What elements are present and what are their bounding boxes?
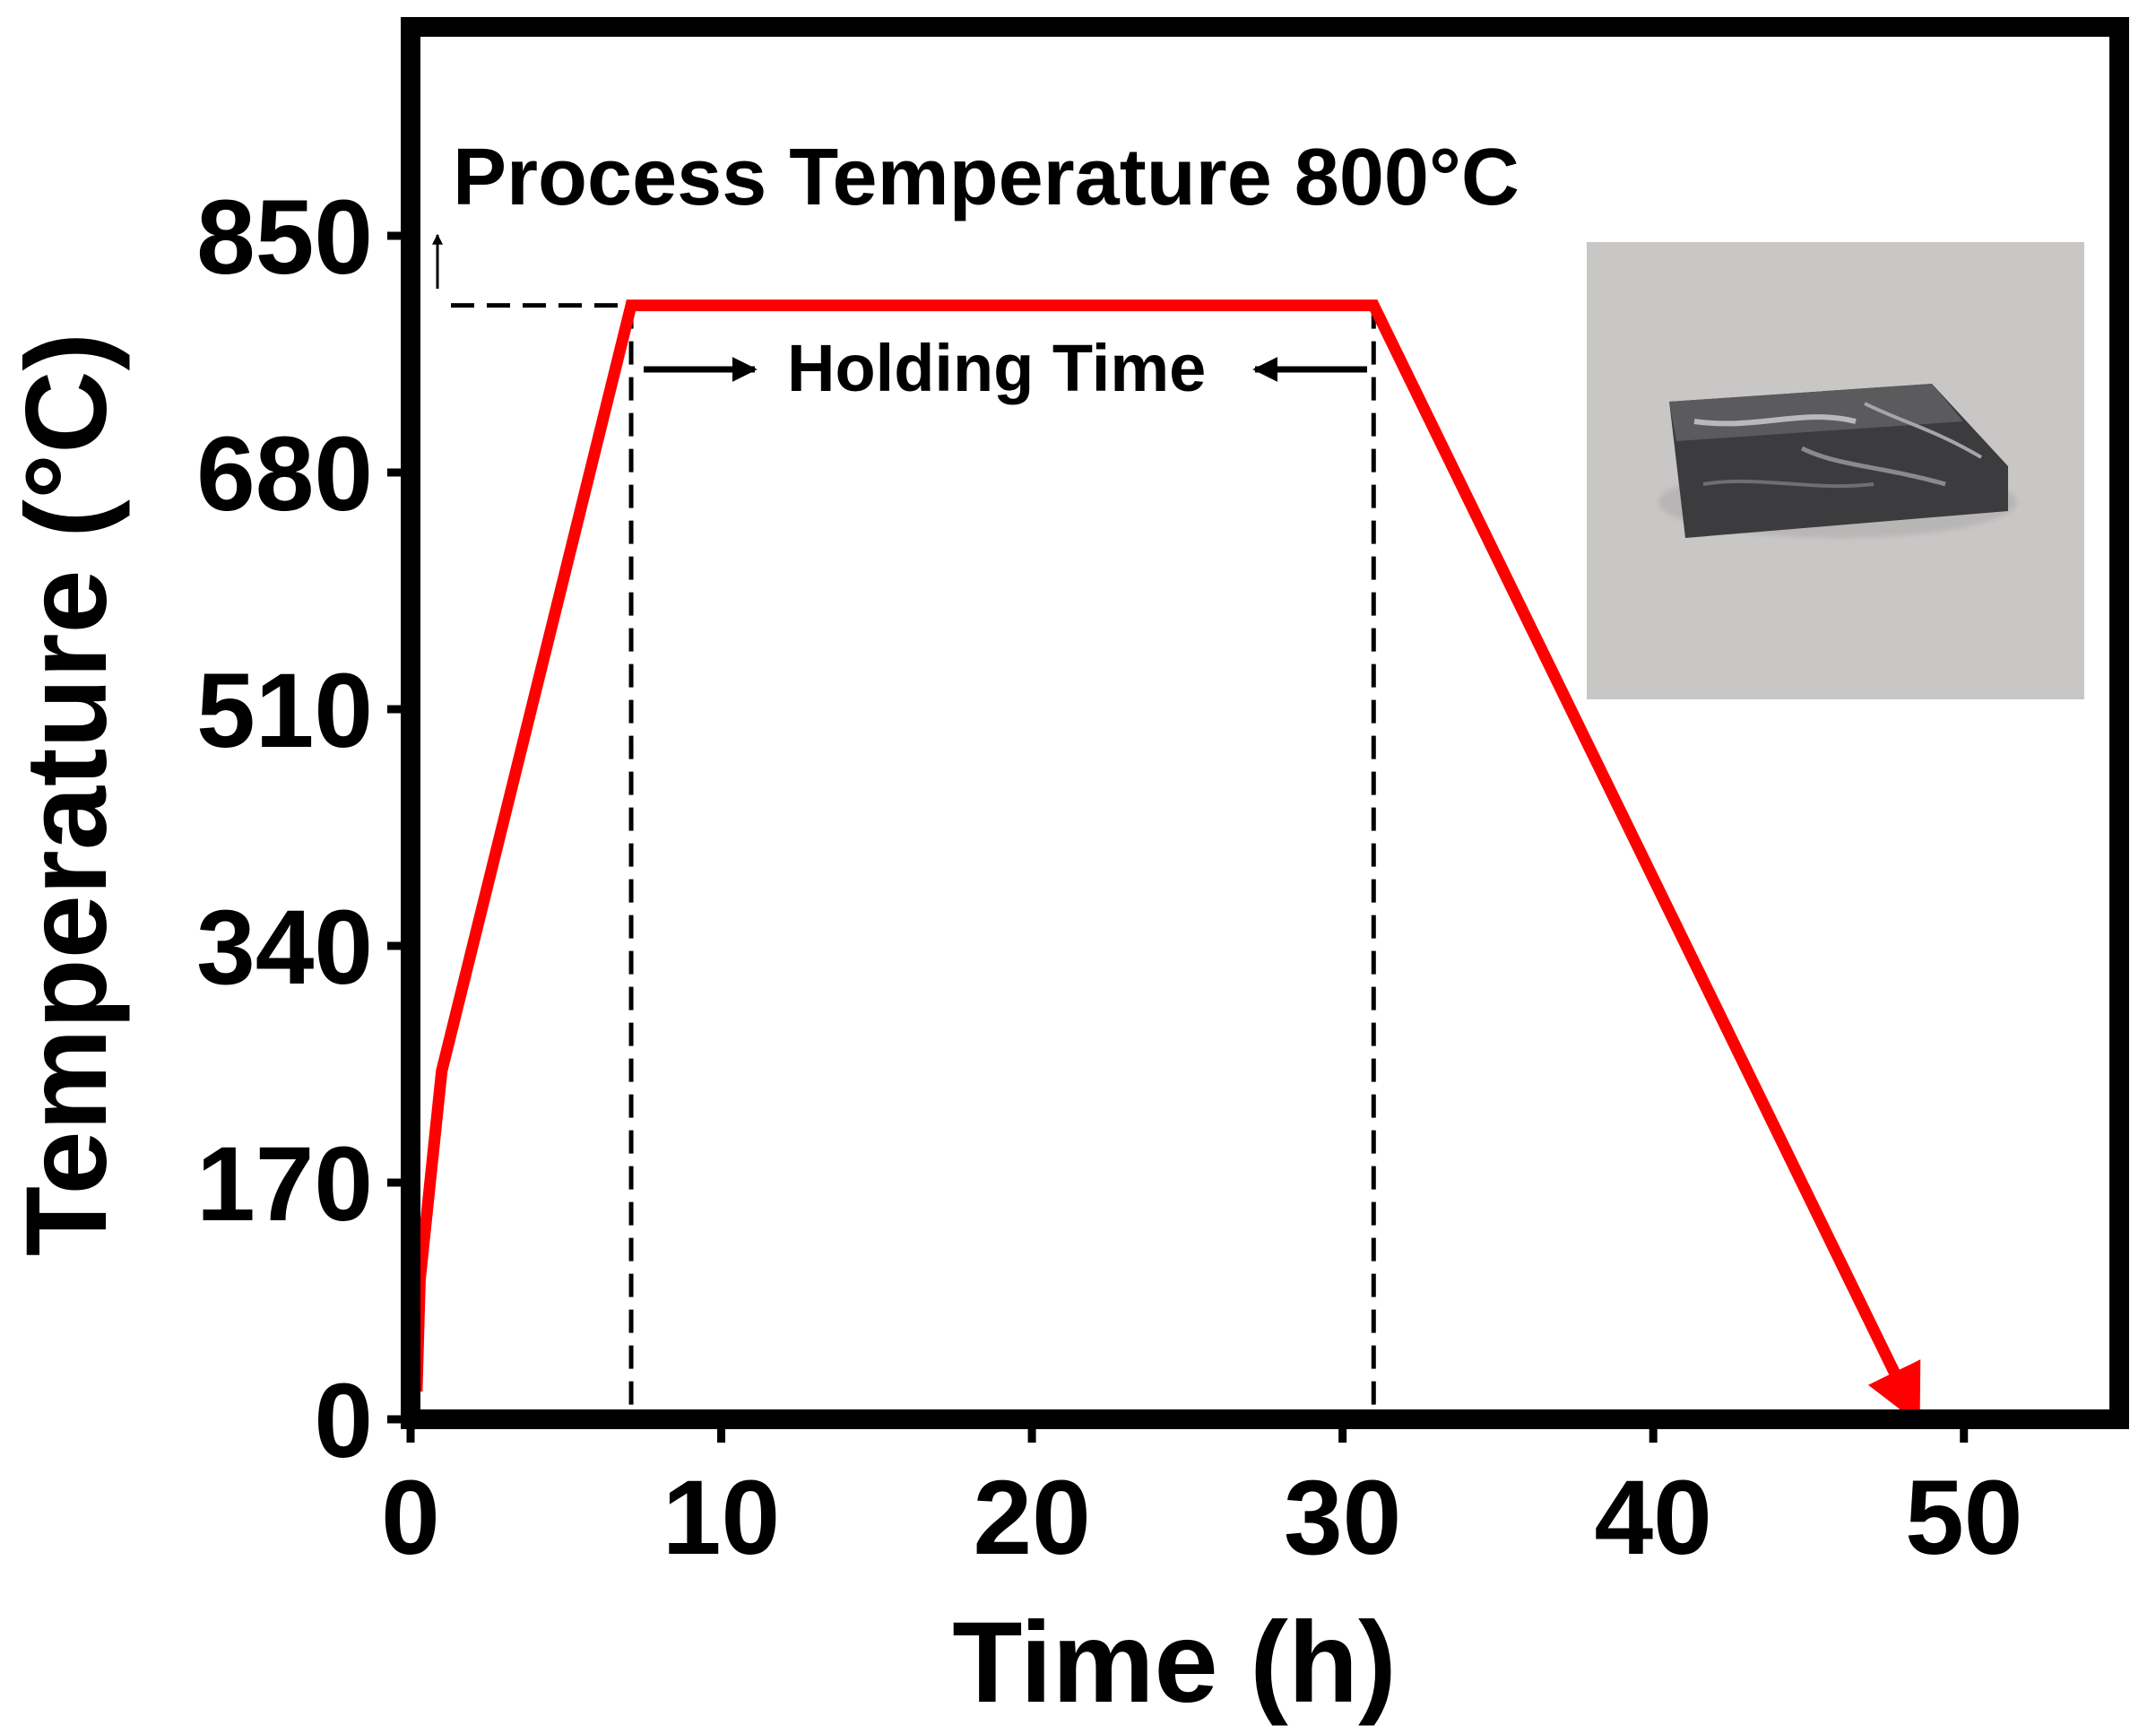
x-tick-label: 30 xyxy=(1284,1459,1401,1577)
x-tick-label: 40 xyxy=(1595,1459,1712,1577)
metal-sample-photo xyxy=(1587,242,2084,699)
y-tick-label: 170 xyxy=(196,1125,373,1244)
x-tick-label: 20 xyxy=(973,1459,1090,1577)
y-tick-label: 850 xyxy=(196,178,373,297)
x-tick-label: 10 xyxy=(662,1459,780,1577)
plot-frame xyxy=(401,17,2129,1429)
x-tick-label: 50 xyxy=(1905,1459,2022,1577)
y-axis-label: Temperature (°C) xyxy=(3,333,131,1256)
process-temperature-label: Process Temperature 800°C xyxy=(453,133,1520,222)
axis-tick-labels: 0 10 20 30 40 50 0 170 340 510 680 850 xyxy=(196,178,2022,1577)
y-tick-label: 510 xyxy=(196,652,373,770)
holding-time-label: Holding Time xyxy=(787,331,1206,405)
x-tick-label: 0 xyxy=(381,1459,440,1577)
y-tick-label: 340 xyxy=(196,889,373,1007)
x-axis-label: Time (h) xyxy=(952,1599,1396,1727)
axis-ticks xyxy=(387,231,1969,1443)
y-tick-label: 680 xyxy=(196,415,373,533)
y-tick-label: 0 xyxy=(314,1362,373,1480)
